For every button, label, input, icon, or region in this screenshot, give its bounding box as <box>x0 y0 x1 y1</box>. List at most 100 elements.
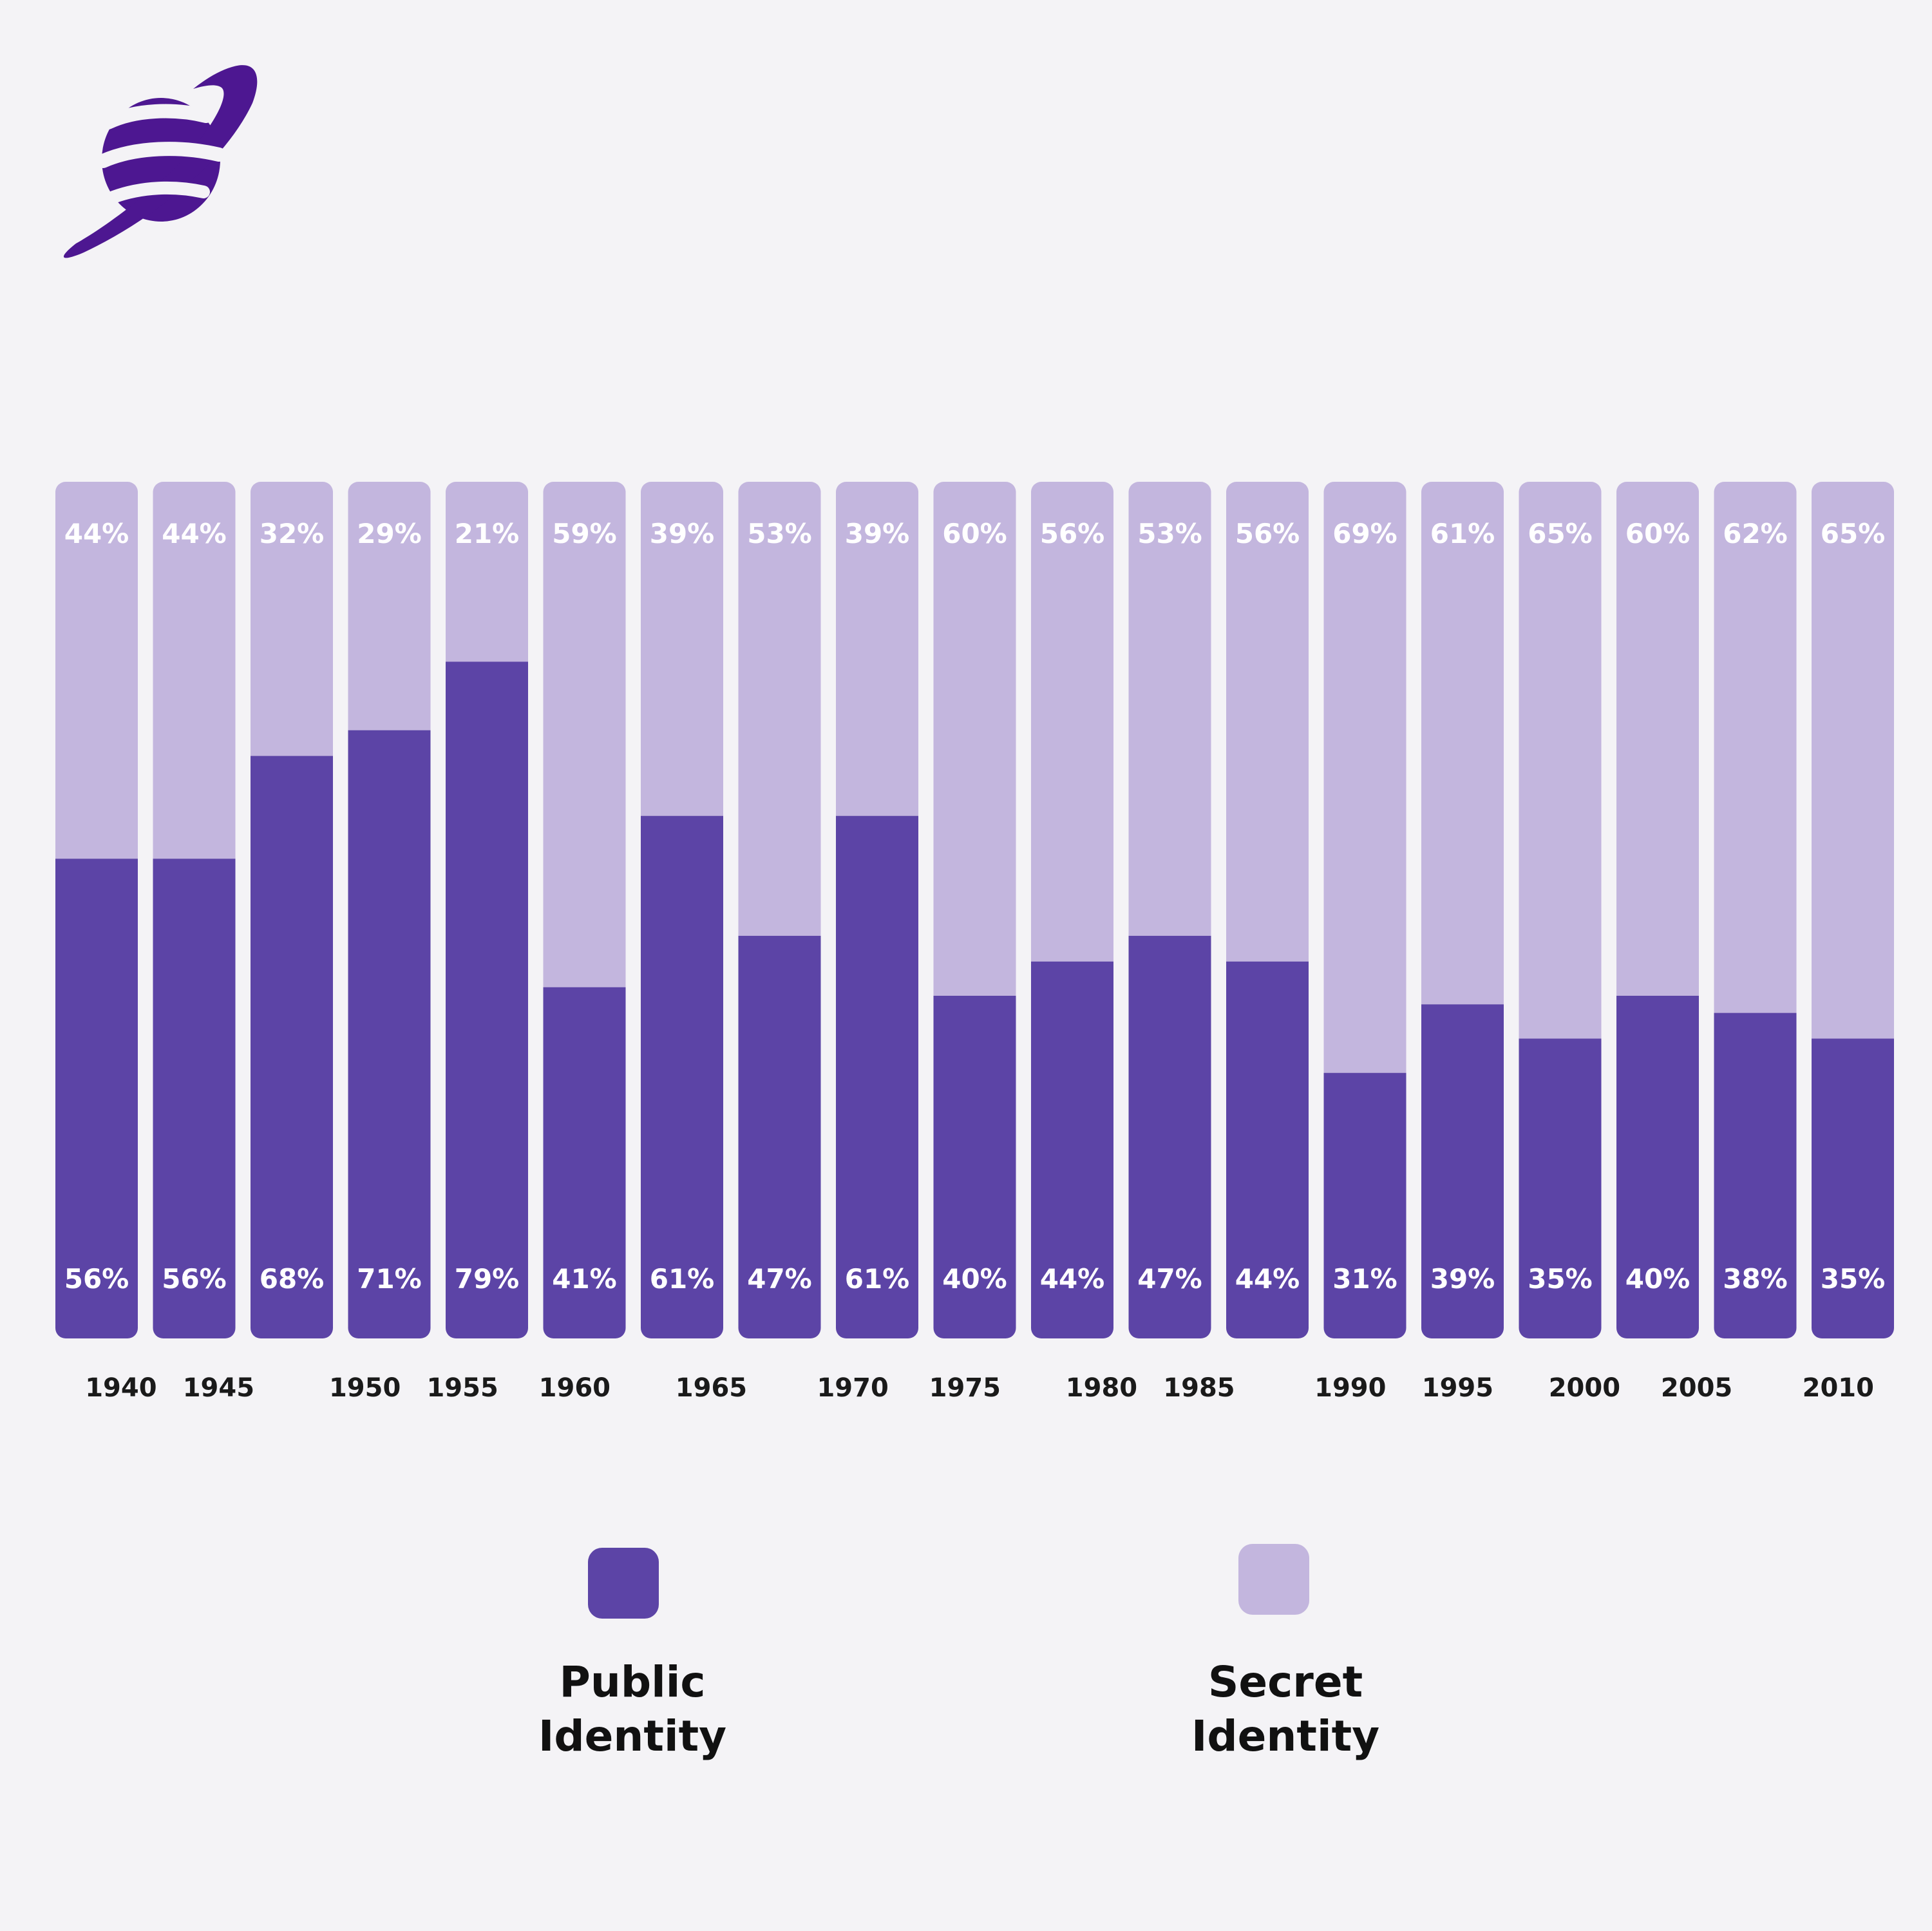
bar-public <box>933 996 1016 1338</box>
bar-label-public: 35% <box>1528 1263 1593 1295</box>
bar-label-secret: 53% <box>747 518 812 549</box>
bar-label-secret: 65% <box>1821 518 1886 549</box>
year-label: 2005 <box>1661 1373 1732 1403</box>
bar-label-public: 56% <box>162 1263 227 1295</box>
year-label: 1950 <box>329 1373 401 1403</box>
bar-public <box>1519 1038 1602 1338</box>
bar-group: 39% 61% <box>641 482 723 1338</box>
bar-label-secret: 59% <box>552 518 617 549</box>
bar-group: 39% 61% <box>836 482 918 1338</box>
bar-group: 59% 41% <box>543 482 626 1338</box>
year-label: 1955 <box>426 1373 498 1403</box>
bar-public <box>1714 1013 1797 1338</box>
bar-secret <box>1031 482 1113 962</box>
bar-label-secret: 21% <box>455 518 520 549</box>
bar-group: 60% 40% <box>933 482 1016 1338</box>
bar-label-public: 44% <box>1235 1263 1300 1295</box>
bar-label-secret: 60% <box>942 518 1007 549</box>
bar-label-public: 61% <box>845 1263 910 1295</box>
bar-group: 29% 71% <box>348 482 431 1338</box>
bar-secret <box>251 482 333 756</box>
bar-group: 44% 56% <box>55 482 138 1338</box>
bar-label-secret: 32% <box>260 518 325 549</box>
bar-secret <box>1128 482 1211 936</box>
bar-secret <box>1421 482 1504 1005</box>
bar-label-secret: 44% <box>162 518 227 549</box>
bar-public <box>251 756 333 1338</box>
bar-group: 62% 38% <box>1714 482 1797 1338</box>
bar-secret <box>1714 482 1797 1013</box>
bar-label-public: 40% <box>942 1263 1007 1295</box>
year-label: 1980 <box>1066 1373 1137 1403</box>
bar-secret <box>641 482 723 816</box>
year-label: 1975 <box>929 1373 1001 1403</box>
bar-label-public: 71% <box>357 1263 422 1295</box>
bar-public <box>446 661 528 1338</box>
bar-public <box>1226 961 1309 1338</box>
saturn-planet-icon <box>63 65 258 258</box>
bar-secret <box>543 482 626 987</box>
bar-secret <box>153 482 236 859</box>
bar-secret <box>1616 482 1699 996</box>
bar-label-public: 39% <box>1430 1263 1495 1295</box>
bar-label-secret: 56% <box>1040 518 1105 549</box>
bar-secret <box>1226 482 1309 962</box>
bar-group: 65% 35% <box>1812 482 1894 1338</box>
bar-public <box>55 859 138 1338</box>
bar-label-secret: 61% <box>1430 518 1495 549</box>
bar-secret <box>55 482 138 859</box>
bar-public <box>348 730 431 1338</box>
legend-swatch-secret <box>1238 1544 1309 1615</box>
bar-public <box>1128 935 1211 1338</box>
legend-label-secret: Secret Identity <box>1191 1657 1380 1761</box>
bar-public <box>543 987 626 1338</box>
bar-label-public: 38% <box>1723 1263 1788 1295</box>
legend-swatch-public <box>588 1548 659 1619</box>
bar-public <box>1323 1072 1406 1338</box>
bar-group: 53% 47% <box>1128 482 1211 1338</box>
year-label: 1990 <box>1314 1373 1386 1403</box>
year-label: 2000 <box>1549 1373 1620 1403</box>
bar-secret <box>446 482 528 662</box>
bar-group: 65% 35% <box>1519 482 1602 1338</box>
bar-label-public: 68% <box>260 1263 325 1295</box>
bar-label-secret: 65% <box>1528 518 1593 549</box>
year-label: 1960 <box>539 1373 611 1403</box>
bar-group: 44% 56% <box>153 482 236 1338</box>
bar-label-public: 56% <box>64 1263 129 1295</box>
bar-group: 32% 68% <box>251 482 333 1338</box>
bar-label-secret: 44% <box>64 518 129 549</box>
bar-label-secret: 39% <box>650 518 715 549</box>
bar-label-public: 40% <box>1625 1263 1690 1295</box>
bar-group: 53% 47% <box>738 482 821 1338</box>
bar-label-secret: 53% <box>1137 518 1202 549</box>
bar-secret <box>836 482 918 816</box>
bar-public <box>153 859 236 1338</box>
bar-public <box>1031 961 1113 1338</box>
bar-secret <box>738 482 821 936</box>
bar-public <box>836 815 918 1338</box>
bar-label-public: 61% <box>650 1263 715 1295</box>
bar-label-public: 35% <box>1821 1263 1886 1295</box>
bar-secret <box>348 482 431 730</box>
bar-group: 69% 31% <box>1323 482 1406 1338</box>
legend-label-public: Public Identity <box>538 1657 727 1761</box>
bar-label-public: 44% <box>1040 1263 1105 1295</box>
bar-label-secret: 69% <box>1332 518 1397 549</box>
bar-public <box>738 935 821 1338</box>
bar-group: 56% 44% <box>1031 482 1113 1338</box>
year-label: 1985 <box>1163 1373 1235 1403</box>
year-label: 1995 <box>1422 1373 1493 1403</box>
year-label: 1965 <box>676 1373 747 1403</box>
bar-label-public: 47% <box>747 1263 812 1295</box>
bar-public <box>1616 996 1699 1338</box>
bar-public <box>641 815 723 1338</box>
bar-label-secret: 62% <box>1723 518 1788 549</box>
bar-group: 60% 40% <box>1616 482 1699 1338</box>
bar-public <box>1812 1038 1894 1338</box>
bar-secret <box>1323 482 1406 1073</box>
bar-label-public: 31% <box>1332 1263 1397 1295</box>
year-label: 1970 <box>817 1373 888 1403</box>
bar-label-public: 41% <box>552 1263 617 1295</box>
